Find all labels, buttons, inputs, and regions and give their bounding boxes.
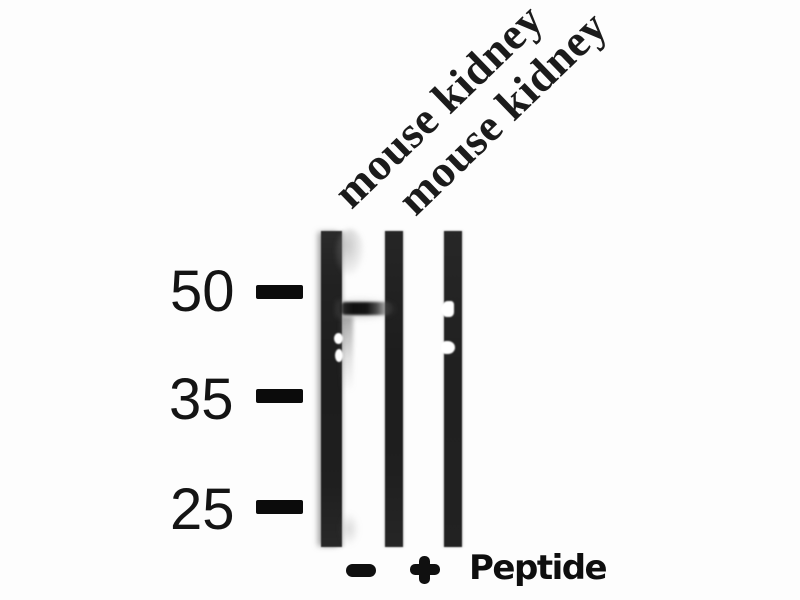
plus-symbol-vbar: [419, 556, 430, 584]
peptide-caption: Peptide: [469, 548, 608, 588]
mw-tick-50: [256, 285, 303, 299]
blot-lane-strip-3: [444, 231, 462, 547]
blot-lane-strip-2: [385, 231, 403, 547]
minus-symbol: −: [346, 564, 376, 577]
white-speck: [441, 301, 454, 317]
mw-marker-50: 50: [170, 259, 235, 324]
white-speck: [335, 349, 343, 362]
blot-lane-strip-1: [321, 231, 342, 547]
protein-band: [339, 302, 393, 315]
white-speck: [334, 333, 343, 344]
background-smudge: [341, 316, 353, 392]
white-speck: [441, 341, 455, 354]
mw-marker-25: 25: [170, 477, 235, 542]
background-smudge: [336, 229, 364, 275]
mw-tick-35: [256, 389, 303, 403]
plus-symbol: +: [410, 556, 440, 584]
background-smudge: [339, 512, 359, 546]
mw-marker-35: 35: [169, 367, 234, 432]
mw-tick-25: [256, 500, 303, 514]
